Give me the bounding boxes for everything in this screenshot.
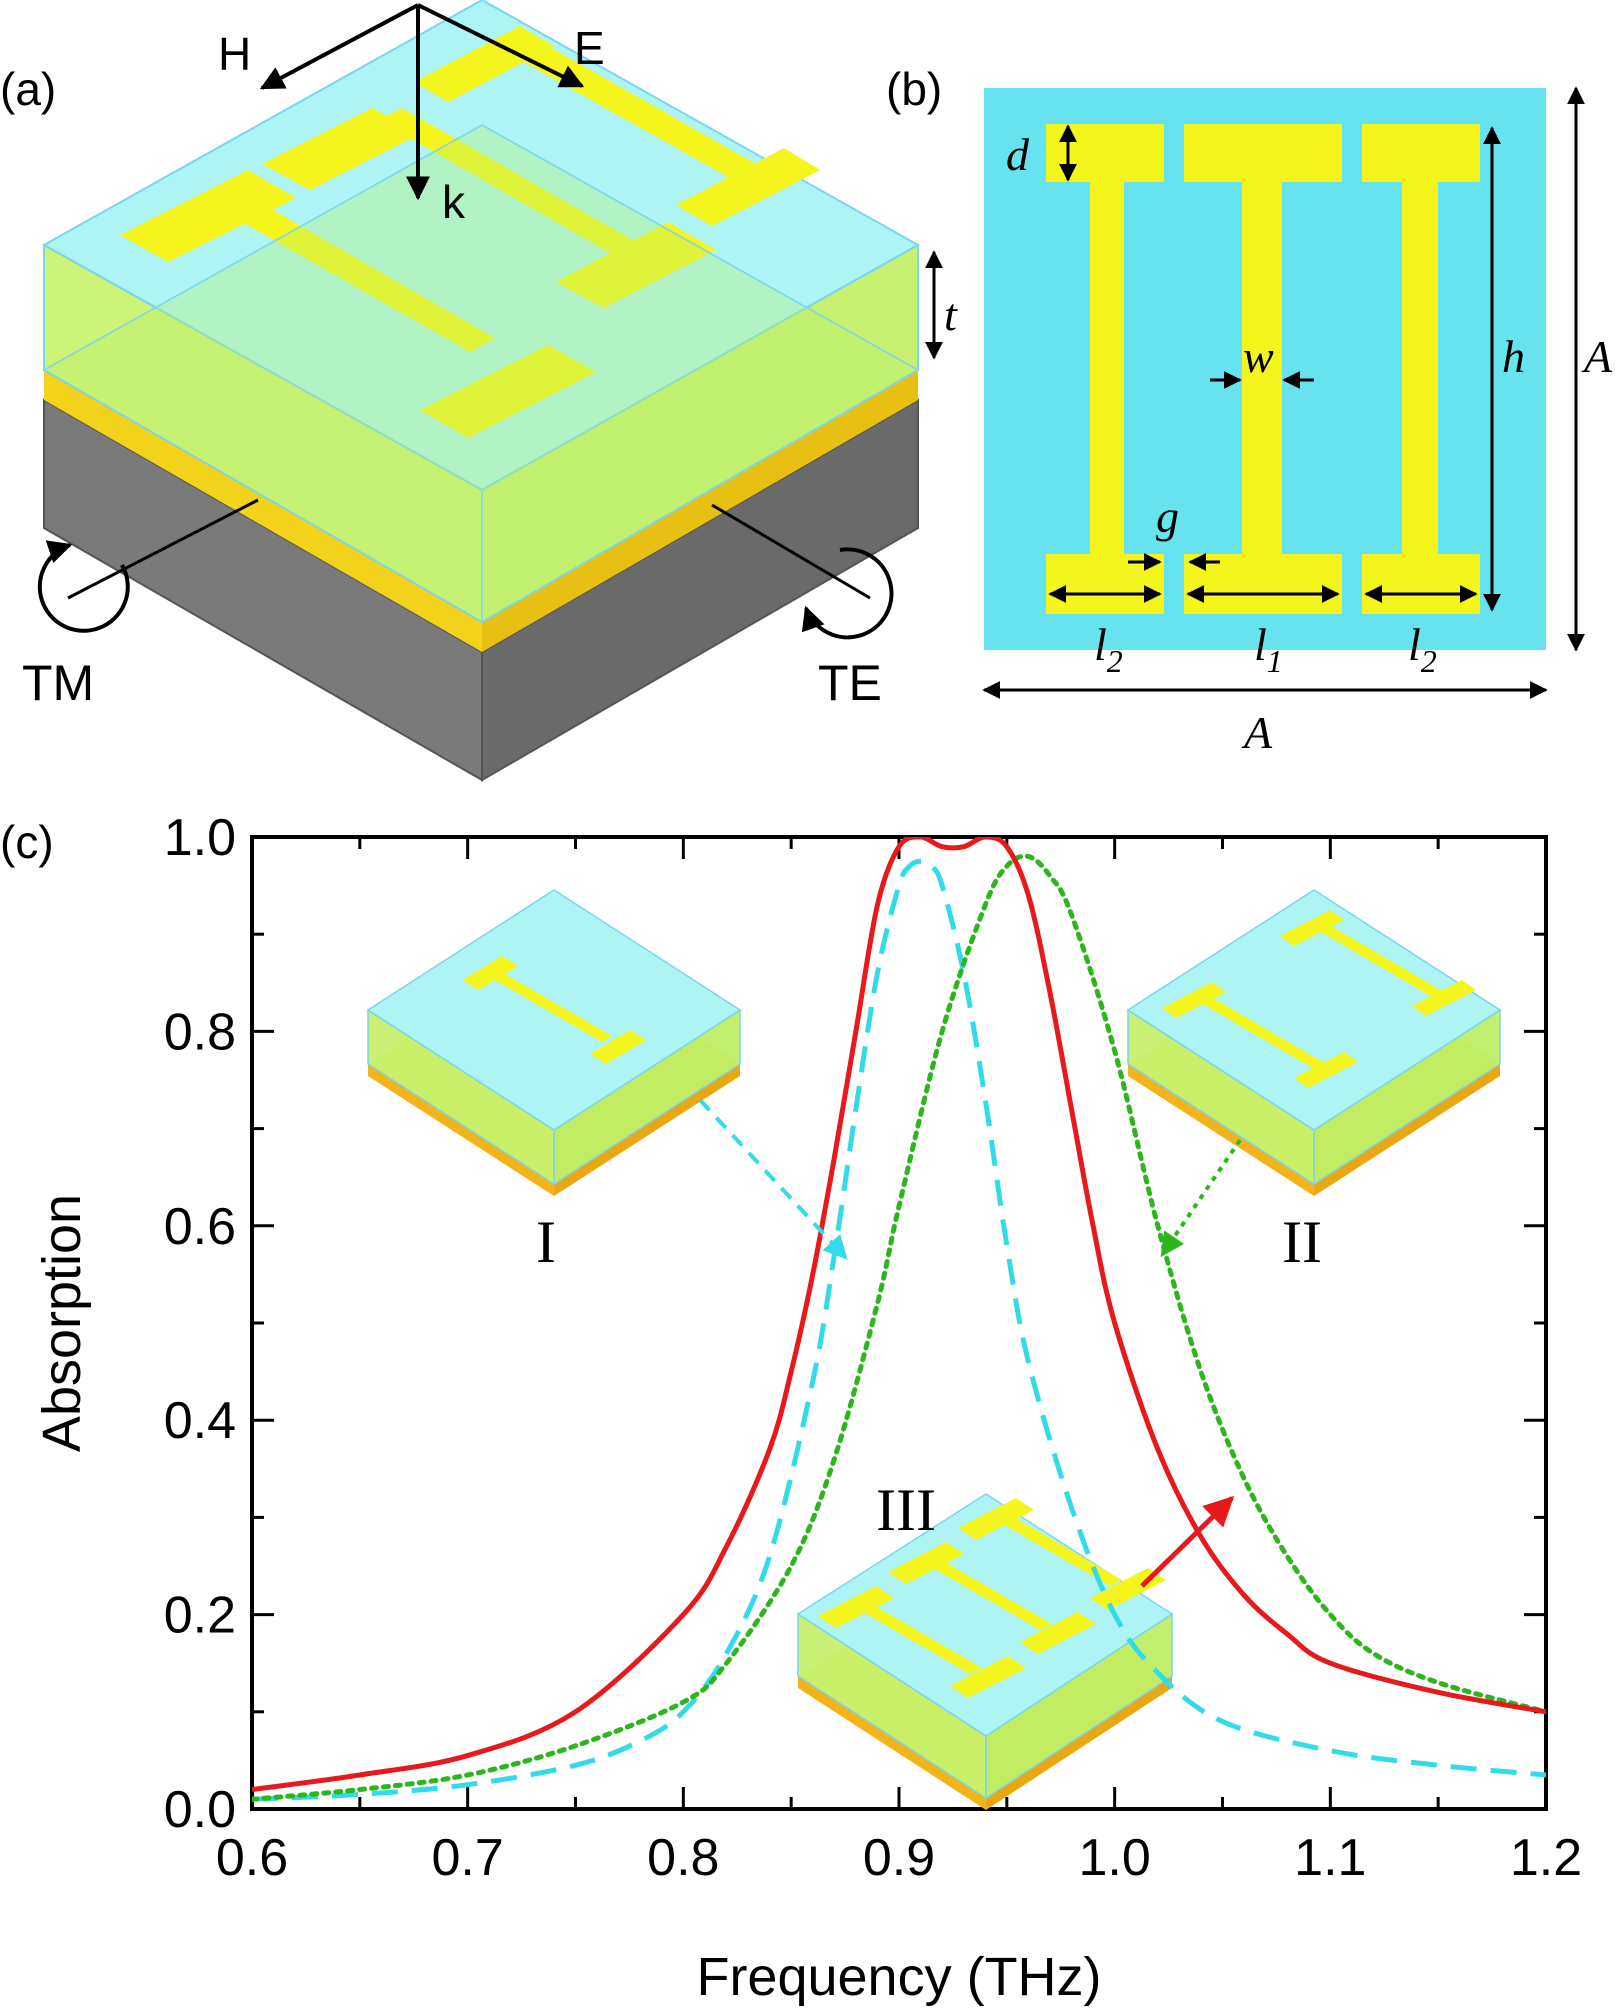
callout-arrow-i <box>698 1098 848 1260</box>
series-line-ii <box>252 853 1546 1802</box>
x-tick-label: 1.0 <box>1079 1829 1151 1887</box>
gold-layer-left <box>44 370 482 652</box>
panel-a-label: (a) <box>0 63 56 115</box>
d-label: d <box>1006 129 1030 180</box>
x-tick-label: 1.1 <box>1294 1829 1366 1887</box>
panel-b: (b) d w h A g l2 l1 <box>886 63 1613 758</box>
callout-arrow-iii <box>1140 1495 1235 1588</box>
panel-c-label: (c) <box>0 816 54 868</box>
inset-i <box>366 889 742 1196</box>
te-line <box>711 503 871 600</box>
series-line-iii <box>252 837 1546 1793</box>
series-layer <box>252 837 1546 1802</box>
x-tick-label: 1.2 <box>1510 1829 1582 1887</box>
dielectric-inner-top <box>42 124 920 623</box>
y-tick-label: 0.4 <box>164 1392 236 1450</box>
panel-b-label: (b) <box>886 63 942 115</box>
panel-a: (a) H E k t <box>0 0 958 782</box>
h-label: H <box>218 28 251 80</box>
x-tick-label: 0.6 <box>216 1829 288 1887</box>
tm-rotation-icon <box>37 540 130 633</box>
x-tick-label: 0.8 <box>647 1829 719 1887</box>
ground-plane-right <box>481 398 919 782</box>
h-arrow <box>259 3 419 90</box>
y-tick-label: 0.8 <box>164 1003 236 1061</box>
inset-i-label: I <box>536 1209 556 1275</box>
inset-ii-label: II <box>1282 1209 1322 1275</box>
inset-iii-label: III <box>876 1477 936 1543</box>
y-tick-label: 0.0 <box>164 1781 236 1839</box>
inset-ii <box>1126 889 1502 1196</box>
resonator-top-view <box>120 26 820 438</box>
thickness-label: t <box>944 289 958 340</box>
te-rotation-icon <box>801 547 894 640</box>
x-axis-label: Frequency (THz) <box>696 1947 1101 2007</box>
callout-arrow-ii <box>1160 1138 1242 1257</box>
k-label: k <box>442 176 466 228</box>
a-right-label: A <box>1581 331 1613 382</box>
y-tick-label: 0.6 <box>164 1198 236 1256</box>
te-label: TE <box>818 655 882 711</box>
w-label: w <box>1243 331 1274 382</box>
l2-right-label: l2 <box>1408 619 1437 679</box>
l2-left-label: l2 <box>1094 619 1123 679</box>
series-line-i <box>252 858 1546 1802</box>
axes-layer: 0.6 0.7 0.8 0.9 1.0 1.1 1.2 0.0 0.2 0.4 0.6 0.8 1.0 F… <box>32 809 1582 2007</box>
gold-layer-right <box>482 370 918 652</box>
inset-iii <box>796 1493 1174 1810</box>
l1-label: l1 <box>1254 619 1283 679</box>
x-tick-label: 0.7 <box>432 1829 504 1887</box>
y-axis-label: Absorption <box>32 1194 92 1452</box>
tm-label: TM <box>22 655 94 711</box>
h-dim-label: h <box>1502 331 1525 382</box>
e-label: E <box>574 22 605 74</box>
x-tick-label: 0.9 <box>863 1829 935 1887</box>
g-label: g <box>1156 491 1179 542</box>
panel-c: (c) 0.6 0.7 0.8 0.9 1.0 1.1 1.2 0.0 0.2 0.4 0.6 0.8… <box>0 809 1582 2007</box>
e-arrow <box>417 3 585 88</box>
y-tick-label: 0.2 <box>164 1587 236 1645</box>
y-tick-label: 1.0 <box>164 809 236 867</box>
tm-line <box>67 498 259 600</box>
i-resonators <box>1046 124 1480 614</box>
a-bottom-label: A <box>1241 707 1273 758</box>
